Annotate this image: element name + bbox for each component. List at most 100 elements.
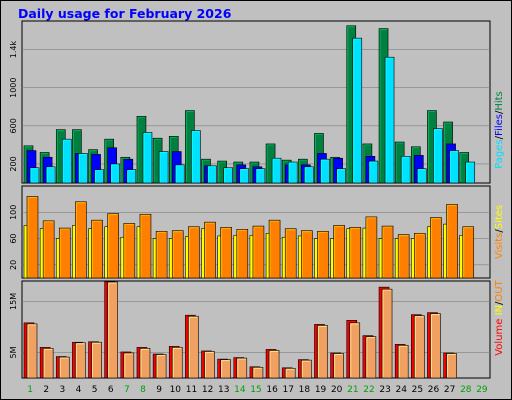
legend-entry: / [494, 229, 505, 233]
legend-entry: OUT [494, 279, 505, 301]
legend-entry: Volume [494, 319, 505, 356]
visits-bar [155, 231, 168, 279]
volume-out-bar [365, 336, 377, 379]
volume-out-bar [446, 353, 457, 379]
y-tick-label: 60 [9, 233, 18, 243]
pages-bar [94, 169, 104, 184]
volume-out-bar [430, 313, 441, 379]
visits-bar [430, 217, 442, 279]
visits-bar [414, 233, 426, 279]
day-label: 10 [170, 385, 182, 395]
day-label: 18 [299, 385, 311, 395]
visits-bar [268, 219, 281, 279]
legend-visits-sites: Visits/Sites [494, 205, 505, 259]
pages-bar [304, 166, 314, 184]
y-tick-label: 600 [9, 118, 18, 133]
pages-bar [158, 151, 169, 184]
volume-out-bar [91, 341, 102, 379]
visits-bar [317, 231, 329, 279]
y-tick-label: 1.4k [9, 41, 18, 59]
legend-entry: Hits [494, 91, 505, 110]
day-label: 7 [124, 385, 130, 395]
visits-bar [204, 221, 216, 279]
legend-pages-files-hits: Pages/Files/Hits [494, 91, 505, 169]
visits-bar [381, 225, 394, 279]
volume-out-bar [123, 352, 135, 379]
volume-out-bar [139, 348, 151, 379]
day-label: 21 [347, 385, 358, 395]
pages-bar [417, 168, 427, 184]
pages-bar [29, 167, 40, 184]
day-label: 26 [428, 385, 440, 395]
hits-bar [459, 152, 470, 184]
legend-entry: Pages [494, 139, 505, 168]
day-label: 3 [59, 385, 65, 395]
volume-out-bar [284, 367, 296, 379]
visits-bar [397, 234, 410, 279]
volume-out-bar [26, 323, 38, 379]
y-tick-label: 20 [9, 260, 18, 270]
pages-bar [255, 168, 266, 184]
visits-bar [365, 216, 378, 279]
day-label: 15 [250, 385, 261, 395]
visits-bar [446, 204, 458, 279]
day-label: 28 [460, 385, 472, 395]
pages-bar [78, 153, 88, 184]
day-label: 20 [331, 385, 343, 395]
visits-bar [58, 227, 71, 279]
day-label: 29 [476, 385, 488, 395]
volume-out-bar [317, 325, 328, 379]
day-label: 6 [108, 385, 114, 395]
legend-entry: IN [494, 305, 505, 315]
volume-out-bar [220, 359, 231, 379]
hits-bar [394, 141, 405, 184]
volume-out-bar [381, 288, 393, 379]
volume-out-bar [252, 366, 264, 379]
volume-out-bar [333, 353, 344, 379]
visits-bar [139, 213, 152, 279]
volume-out-bar [107, 281, 118, 379]
volume-out-bar [155, 354, 167, 379]
pages-bar [142, 132, 153, 184]
day-label: 2 [43, 385, 49, 395]
day-label: 1 [27, 385, 33, 395]
day-label: 19 [315, 385, 327, 395]
pages-bar [61, 138, 72, 184]
pages-bar [174, 164, 185, 184]
day-label: 8 [140, 385, 146, 395]
volume-out-bar [414, 315, 425, 379]
y-tick-label: 5M [9, 346, 18, 358]
volume-out-bar [268, 350, 280, 379]
legend-entry: Sites [494, 205, 505, 229]
pages-bar [336, 168, 346, 184]
visits-bar [220, 227, 232, 279]
visits-bar [333, 225, 345, 279]
volume-out-bar [58, 356, 70, 379]
day-label: 11 [186, 385, 197, 395]
day-label: 24 [396, 385, 408, 395]
visits-bar [91, 219, 103, 279]
legend-volume: Volume IN/OUT [494, 279, 505, 355]
visits-bar [462, 226, 475, 279]
visits-bar [349, 227, 362, 279]
y-tick-label: 200 [9, 156, 18, 171]
day-label: 14 [234, 385, 246, 395]
visits-bar [26, 196, 39, 279]
pages-bar [352, 37, 363, 184]
day-label: 27 [444, 385, 455, 395]
day-label: 16 [266, 385, 278, 395]
volume-out-bar [397, 345, 409, 379]
legend-entry: / [494, 301, 505, 305]
pages-bar [400, 156, 411, 184]
volume-out-bar [42, 348, 54, 379]
day-label: 5 [92, 385, 98, 395]
pages-bar [239, 168, 250, 184]
visits-bar [252, 225, 265, 279]
pages-bar [449, 150, 459, 184]
day-label: 25 [412, 385, 423, 395]
visits-bar [42, 220, 55, 279]
pages-bar [433, 128, 443, 184]
visits-bar [171, 230, 184, 279]
legend-entry: / [494, 110, 505, 114]
visits-bar [301, 230, 313, 279]
